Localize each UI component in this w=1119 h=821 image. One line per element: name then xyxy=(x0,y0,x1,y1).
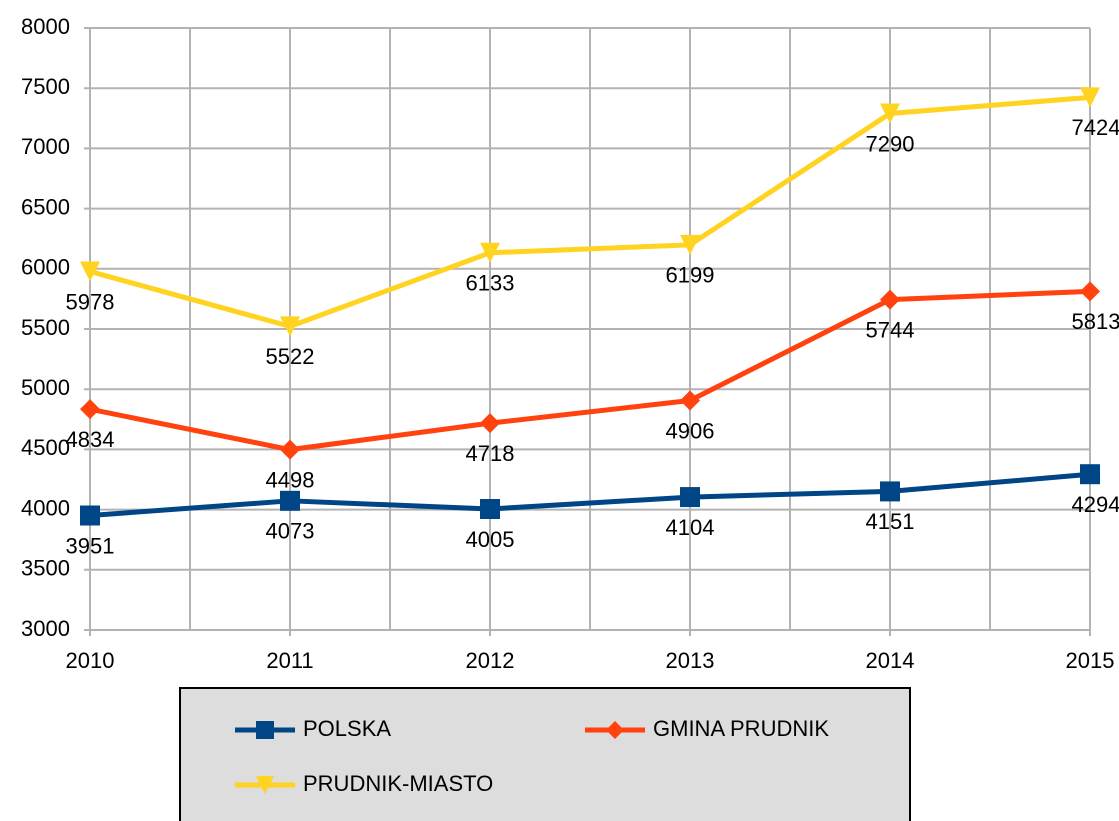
series-line xyxy=(89,471,1091,518)
marker xyxy=(80,505,100,526)
marker xyxy=(880,103,900,124)
marker xyxy=(1080,281,1100,302)
data-label: 5813 xyxy=(1072,309,1119,334)
y-tick-label: 4500 xyxy=(21,435,70,460)
y-tick-label: 3500 xyxy=(21,556,70,581)
x-tick-label: 2013 xyxy=(666,648,715,673)
marker xyxy=(280,439,300,460)
x-tick-label: 2014 xyxy=(866,648,915,673)
y-tick-label: 4000 xyxy=(21,495,70,520)
marker xyxy=(256,721,274,739)
marker xyxy=(280,490,300,511)
data-label: 4718 xyxy=(466,441,515,466)
data-label: 3951 xyxy=(66,533,115,558)
x-tick-label: 2012 xyxy=(466,648,515,673)
legend-label: PRUDNIK-MIASTO xyxy=(303,771,493,796)
x-tick-label: 2011 xyxy=(266,648,313,673)
marker xyxy=(280,316,300,337)
legend-label: POLSKA xyxy=(303,716,391,741)
marker xyxy=(880,481,900,502)
data-label: 7424 xyxy=(1072,115,1119,140)
y-tick-label: 8000 xyxy=(21,14,70,39)
data-label: 6199 xyxy=(666,263,715,288)
data-label: 4294 xyxy=(1072,492,1119,517)
y-tick-label: 5000 xyxy=(21,375,70,400)
marker xyxy=(480,413,500,434)
marker xyxy=(256,776,274,794)
data-label: 5522 xyxy=(266,344,315,369)
series-line xyxy=(89,288,1091,453)
series-line xyxy=(89,94,1091,329)
y-tick-label: 3000 xyxy=(21,616,70,641)
marker xyxy=(680,487,700,508)
marker xyxy=(880,289,900,310)
data-label: 5978 xyxy=(66,289,115,314)
legend-box xyxy=(179,687,911,821)
marker xyxy=(606,721,624,739)
data-label: 4498 xyxy=(266,467,315,492)
marker xyxy=(480,498,500,519)
marker xyxy=(680,234,700,255)
data-label: 4104 xyxy=(666,515,715,540)
y-tick-label: 6000 xyxy=(21,255,70,280)
y-tick-label: 6500 xyxy=(21,194,70,219)
data-label: 7290 xyxy=(866,131,915,156)
y-tick-label: 7500 xyxy=(21,74,70,99)
x-tick-label: 2015 xyxy=(1066,648,1115,673)
marker xyxy=(80,399,100,420)
marker xyxy=(1080,464,1100,485)
data-label: 4834 xyxy=(66,427,115,452)
marker xyxy=(80,261,100,282)
data-label: 4073 xyxy=(266,519,315,544)
marker xyxy=(1080,87,1100,108)
data-label: 4906 xyxy=(666,418,715,443)
marker xyxy=(680,390,700,411)
y-tick-label: 7000 xyxy=(21,134,70,159)
data-label: 6133 xyxy=(466,271,515,296)
legend-label: GMINA PRUDNIK xyxy=(653,716,829,741)
x-tick-label: 2010 xyxy=(66,648,115,673)
marker xyxy=(480,242,500,263)
y-tick-label: 5500 xyxy=(21,315,70,340)
data-label: 4151 xyxy=(866,509,915,534)
data-label: 4005 xyxy=(466,527,515,552)
data-label: 5744 xyxy=(866,317,915,342)
